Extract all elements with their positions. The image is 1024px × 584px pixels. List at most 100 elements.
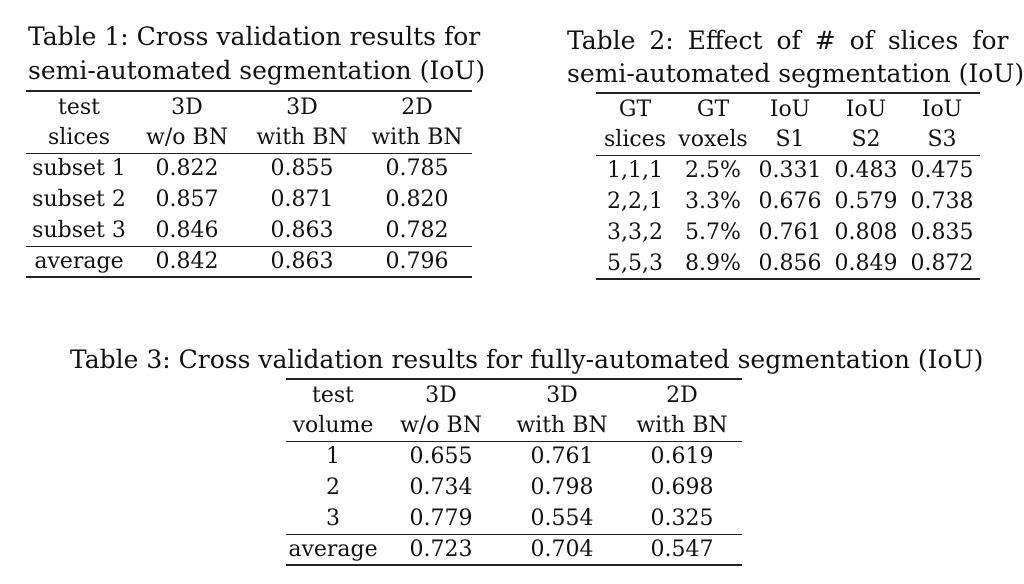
table3-header-cell: volume	[292, 412, 374, 438]
table3-cell: 0.704	[502, 533, 622, 566]
table3-header-row-1: test 3D 3D 2D	[286, 378, 742, 410]
table2-cell: 0.483	[828, 154, 904, 186]
table2-cell: 0.676	[758, 189, 822, 214]
table1-header-cell: slices	[48, 124, 110, 150]
table2-header-cell: S2	[851, 126, 881, 152]
table2-header-cell: IoU	[904, 92, 980, 124]
table1-average-row: average 0.842 0.863 0.796	[26, 245, 472, 278]
table1: test 3D 3D 2D slices w/o BN with BN with…	[26, 90, 472, 278]
table3-header-cell: w/o BN	[400, 412, 482, 438]
table1-header-cell: with BN	[256, 124, 348, 150]
table1-cell: 0.863	[270, 217, 334, 243]
table2-header-cell: voxels	[678, 126, 748, 152]
table3-cell: average	[286, 533, 380, 566]
table1-cell: average	[26, 245, 132, 278]
table2-header-cell: IoU	[828, 92, 904, 124]
table2-header-row-1: GT GT IoU IoU IoU	[596, 92, 980, 124]
table3-cell: 0.655	[380, 440, 502, 472]
table1-header-cell: 3D	[132, 90, 242, 122]
table2-cell: 0.475	[904, 154, 980, 186]
table2-cell: 1,1,1	[596, 154, 674, 186]
table2-cell: 0.738	[910, 189, 974, 214]
table2-cell: 3.3%	[685, 189, 741, 214]
table1-caption-line2: semi-automated segmentation (IoU)	[28, 56, 486, 85]
table2-cell: 2.5%	[674, 154, 752, 186]
table1-cell: 0.857	[155, 187, 219, 212]
table1-cell: subset 1	[26, 152, 132, 184]
table2-cell: 5.7%	[685, 220, 741, 245]
table2-caption-line2: semi-automated segmentation (IoU)	[567, 59, 1024, 88]
table3-cell: 0.723	[380, 533, 502, 566]
table3-row: 1 0.655 0.761 0.619	[286, 440, 742, 472]
table1-cell: 0.796	[362, 245, 472, 278]
table2-cell: 2,2,1	[607, 189, 663, 214]
table2-header-cell: GT	[596, 92, 674, 124]
table1-cell: 0.822	[132, 152, 242, 184]
table2-cell: 0.808	[834, 220, 898, 245]
table2-cell: 0.856	[752, 248, 828, 280]
table3-header-cell: 2D	[622, 378, 742, 410]
table1-row: subset 2 0.857 0.871 0.820	[26, 184, 472, 215]
table2-cell: 0.761	[758, 220, 822, 245]
table2-header-cell: S1	[775, 126, 805, 152]
table3-cell: 0.547	[622, 533, 742, 566]
table2-header-cell: slices	[604, 126, 666, 152]
table2-header-row-2: slices voxels S1 S2 S3	[596, 124, 980, 155]
table3-cell: 0.734	[409, 475, 473, 500]
table3-cell: 0.619	[622, 440, 742, 472]
table3-cell: 2	[326, 475, 340, 500]
table1-header-cell: test	[26, 90, 132, 122]
table1-caption-line1: Table 1: Cross validation results for	[28, 22, 481, 51]
table3-cell: 3	[326, 505, 340, 531]
table1-cell: 0.842	[132, 245, 242, 278]
table3-caption: Table 3: Cross validation results for fu…	[70, 345, 984, 374]
table2-cell: 8.9%	[674, 248, 752, 280]
table1-header-cell: with BN	[371, 124, 463, 150]
table2-cell: 5,5,3	[596, 248, 674, 280]
table3-cell: 0.325	[650, 505, 714, 531]
table3-cell: 1	[286, 440, 380, 472]
table2-row: 1,1,1 2.5% 0.331 0.483 0.475	[596, 154, 980, 186]
table1-row: subset 1 0.822 0.855 0.785	[26, 152, 472, 184]
table2-cell: 0.849	[828, 248, 904, 280]
table1-cell: subset 2	[32, 187, 126, 212]
table2-caption-line1: Table 2: Effect of # of slices for	[567, 26, 1009, 55]
table2-cell: 0.835	[910, 220, 974, 245]
table3-header-cell: with BN	[516, 412, 608, 438]
table3-header-cell: test	[286, 378, 380, 410]
table2-row: 3,3,2 5.7% 0.761 0.808 0.835	[596, 217, 980, 248]
table3-header-cell: 3D	[502, 378, 622, 410]
table2-header-cell: IoU	[752, 92, 828, 124]
table1-cell: 0.820	[385, 187, 449, 212]
table3-average-row: average 0.723 0.704 0.547	[286, 533, 742, 566]
table1-cell: subset 3	[32, 217, 126, 243]
table1-header-row-2: slices w/o BN with BN with BN	[26, 122, 472, 153]
table1-header-cell: 2D	[362, 90, 472, 122]
table1-cell: 0.871	[270, 187, 334, 212]
table3-header-cell: 3D	[380, 378, 502, 410]
table1-row: subset 3 0.846 0.863 0.782	[26, 215, 472, 246]
table2-cell: 0.331	[752, 154, 828, 186]
table2-row: 2,2,1 3.3% 0.676 0.579 0.738	[596, 186, 980, 217]
table1-cell: 0.863	[242, 245, 362, 278]
table2-cell: 0.872	[904, 248, 980, 280]
table3-cell: 0.761	[502, 440, 622, 472]
table3-row: 2 0.734 0.798 0.698	[286, 472, 742, 503]
table1-header-cell: w/o BN	[146, 124, 228, 150]
table1-header-cell: 3D	[242, 90, 362, 122]
table2-row: 5,5,3 8.9% 0.856 0.849 0.872	[596, 248, 980, 280]
table1-cell: 0.855	[242, 152, 362, 184]
table2-cell: 3,3,2	[607, 220, 663, 245]
table3-cell: 0.798	[530, 475, 594, 500]
table3-cell: 0.554	[530, 505, 594, 531]
table2-header-cell: S3	[927, 126, 957, 152]
table2-header-cell: GT	[674, 92, 752, 124]
table3-header-row-2: volume w/o BN with BN with BN	[286, 410, 742, 441]
table1-header-row-1: test 3D 3D 2D	[26, 90, 472, 122]
table3: test 3D 3D 2D volume w/o BN with BN with…	[286, 378, 742, 566]
table2-cell: 0.579	[834, 189, 898, 214]
table1-cell: 0.782	[385, 217, 449, 243]
table3-header-cell: with BN	[636, 412, 728, 438]
table3-cell: 0.698	[650, 475, 714, 500]
table3-cell: 0.779	[409, 505, 473, 531]
